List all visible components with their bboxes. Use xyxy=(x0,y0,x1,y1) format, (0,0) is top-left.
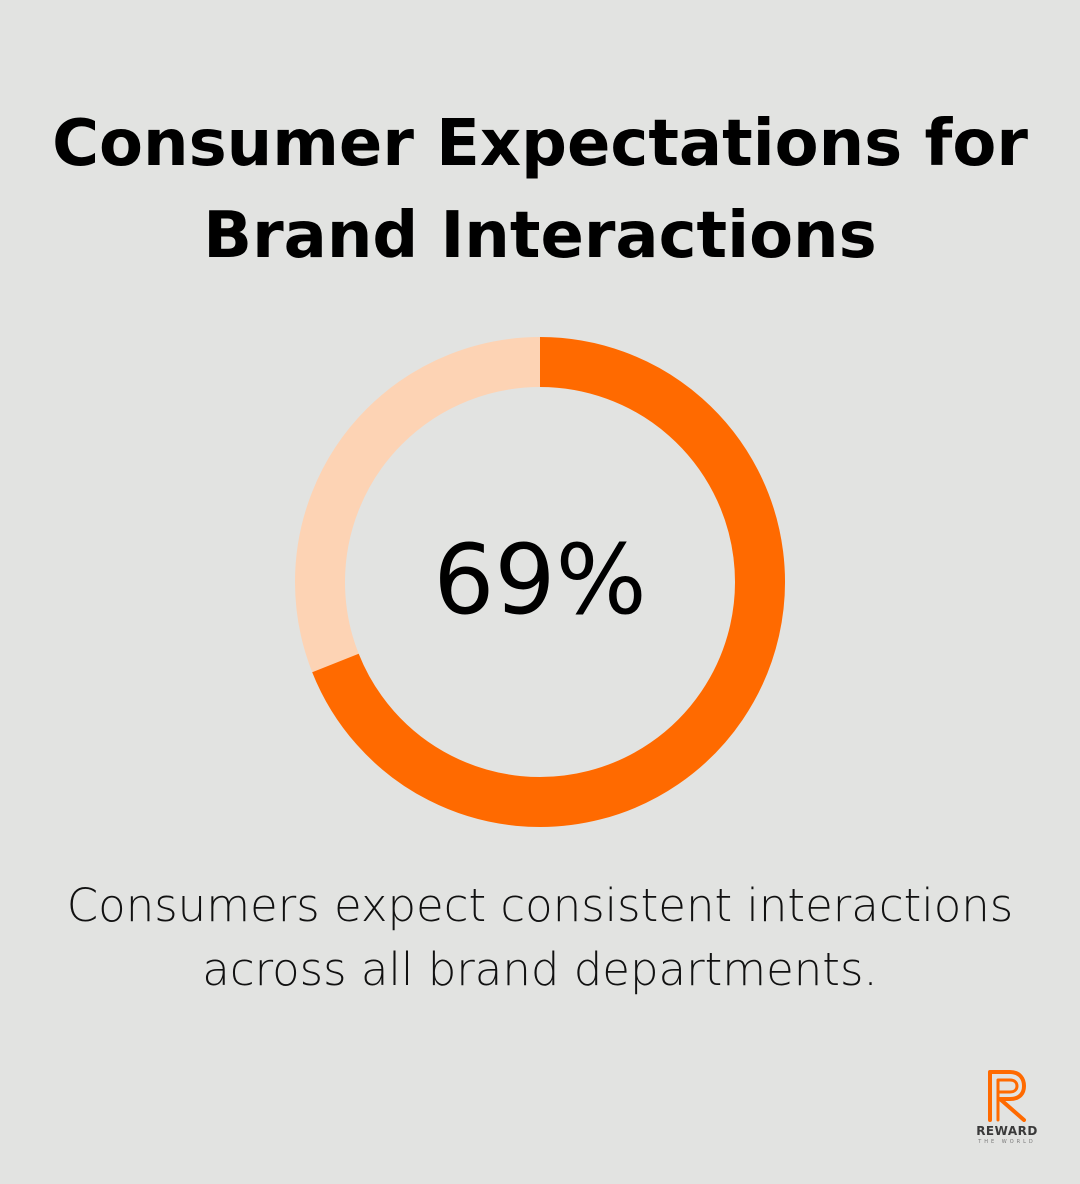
page-title: Consumer Expectations for Brand Interact… xyxy=(0,98,1080,282)
title-line-2: Brand Interactions xyxy=(203,199,877,273)
reward-r-logo-icon xyxy=(988,1070,1026,1122)
brand-logo: REWARD THE WORLD xyxy=(968,1064,1046,1160)
caption-line-1: Consumers expect consistent interactions xyxy=(66,879,1014,932)
donut-value-arc xyxy=(312,337,785,827)
chart-caption: Consumers expect consistent interactions… xyxy=(60,874,1020,1002)
title-line-1: Consumer Expectations for xyxy=(52,107,1028,181)
donut-center-label: 69% xyxy=(433,524,647,636)
logo-wordmark: REWARD xyxy=(976,1124,1038,1138)
caption-line-2: across all brand departments. xyxy=(202,943,878,996)
donut-chart xyxy=(295,337,785,827)
logo-tagline: THE WORLD xyxy=(978,1139,1036,1145)
